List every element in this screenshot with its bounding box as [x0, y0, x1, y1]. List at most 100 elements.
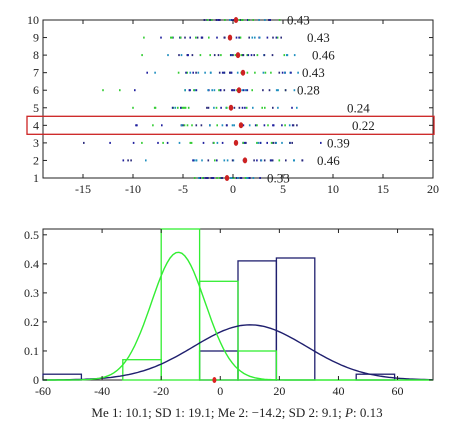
top-x-tick-label: 20 — [427, 182, 439, 196]
top-dot — [205, 177, 207, 179]
top-dot — [296, 124, 298, 127]
top-y-tick-label: 3 — [33, 136, 39, 150]
top-dot — [184, 89, 186, 92]
top-dot — [292, 124, 295, 127]
top-dot — [207, 106, 210, 109]
top-dot — [180, 54, 183, 57]
top-dot — [213, 141, 215, 144]
caption-p-symbol: P — [345, 405, 353, 420]
top-dot — [231, 159, 234, 162]
top-row-label: 0.22 — [352, 118, 375, 133]
normal-curve-series_2 — [43, 251, 433, 381]
top-dot — [132, 106, 134, 109]
top-dot — [246, 71, 249, 74]
top-dot — [216, 124, 218, 127]
top-median-marker — [242, 157, 248, 164]
top-median-marker — [235, 52, 241, 59]
top-dot — [229, 71, 231, 74]
top-dot — [187, 106, 190, 109]
top-dot — [174, 106, 177, 109]
top-dot — [187, 54, 189, 57]
top-dot — [191, 124, 193, 127]
top-dot — [223, 71, 226, 74]
top-dot — [281, 141, 283, 144]
top-dot — [301, 159, 303, 162]
top-dot — [185, 71, 187, 74]
top-dot — [193, 159, 196, 162]
top-dot — [186, 124, 189, 127]
top-dot — [199, 177, 201, 179]
top-dot — [202, 177, 205, 179]
top-dot — [216, 141, 219, 144]
top-dot — [231, 124, 234, 127]
top-dot — [290, 71, 292, 74]
top-dot — [293, 159, 295, 162]
top-median-marker — [228, 104, 234, 111]
top-x-tick-label: -10 — [125, 182, 141, 196]
top-dot — [127, 159, 129, 162]
top-dot — [241, 19, 244, 21]
top-dot — [237, 177, 239, 179]
top-dot — [119, 89, 121, 92]
top-dot — [177, 71, 180, 74]
top-y-ticks: 1 2 3 4 5 6 7 8 9 10 — [27, 13, 433, 185]
top-dot — [275, 89, 278, 92]
bottom-x-tick-label: 20 — [273, 384, 285, 398]
top-dot — [264, 19, 266, 21]
top-dot — [201, 159, 203, 162]
top-dot — [248, 36, 250, 39]
top-dot — [267, 124, 269, 127]
top-dot — [194, 89, 196, 92]
top-dot — [219, 89, 222, 92]
top-dot — [268, 89, 271, 92]
top-dot — [189, 71, 192, 74]
top-median-markers — [224, 17, 248, 181]
bottom-y-tick-label: 0.4 — [24, 257, 39, 271]
top-dot — [160, 36, 162, 39]
top-dot — [276, 36, 279, 39]
top-dot — [204, 71, 206, 74]
top-dot — [215, 19, 218, 21]
top-dot — [152, 124, 154, 127]
top-dot — [153, 106, 156, 109]
top-dot — [203, 19, 206, 21]
top-dot — [223, 36, 226, 39]
top-dot — [283, 54, 286, 57]
top-dot — [257, 141, 260, 144]
top-dot — [241, 89, 244, 92]
top-dot — [264, 71, 267, 74]
top-dot — [220, 106, 222, 109]
top-dot — [241, 19, 243, 21]
top-dot — [275, 141, 277, 144]
top-dot — [251, 89, 253, 92]
top-dot — [202, 177, 204, 179]
bottom-panel: -60 -40 -20 0 20 40 60 0 0.1 0.2 0.3 0.4 0.5 — [24, 228, 434, 398]
top-dot — [217, 54, 220, 57]
top-dot — [83, 141, 85, 144]
top-dot — [136, 124, 138, 127]
top-dot — [166, 141, 169, 144]
top-dot — [238, 106, 241, 109]
top-median-marker — [224, 175, 230, 181]
top-dot — [207, 89, 209, 92]
top-dot — [233, 106, 236, 109]
top-dot — [246, 54, 248, 57]
top-dot — [146, 71, 148, 74]
top-dot — [192, 71, 194, 74]
bottom-series — [42, 228, 433, 381]
top-median-marker — [240, 69, 246, 76]
top-dot — [179, 36, 182, 39]
bottom-y-tick-label: 0.2 — [24, 315, 39, 329]
top-row-label: 0.39 — [327, 135, 350, 150]
top-y-tick-label: 9 — [33, 31, 39, 45]
top-dot — [219, 177, 221, 179]
histogram-bar-series-2 — [198, 280, 239, 381]
top-dot — [247, 54, 250, 57]
top-dot — [235, 177, 238, 179]
top-dot — [245, 106, 248, 109]
top-dot — [229, 19, 231, 21]
top-dot — [210, 19, 213, 21]
top-dot — [171, 36, 173, 39]
top-dot — [281, 71, 284, 74]
top-dot — [250, 54, 253, 57]
